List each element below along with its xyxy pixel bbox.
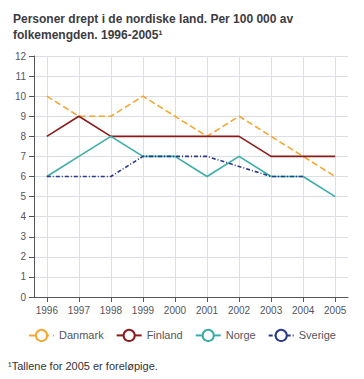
svg-text:Personer drept i de nordiske l: Personer drept i de nordiske land. Per 1… <box>13 12 293 26</box>
svg-text:folkemengden. 1996-2005¹: folkemengden. 1996-2005¹ <box>13 28 162 42</box>
svg-text:1996: 1996 <box>36 305 59 316</box>
svg-text:2004: 2004 <box>292 305 315 316</box>
svg-text:8: 8 <box>20 131 26 142</box>
svg-text:11: 11 <box>16 71 27 82</box>
svg-text:5: 5 <box>20 191 26 202</box>
svg-text:Danmark: Danmark <box>59 329 104 341</box>
svg-text:6: 6 <box>20 171 26 182</box>
svg-text:1999: 1999 <box>132 305 155 316</box>
svg-text:2001: 2001 <box>196 305 219 316</box>
svg-text:1998: 1998 <box>100 305 123 316</box>
svg-text:2: 2 <box>20 251 26 262</box>
svg-text:¹Tallene for 2005 er foreløpig: ¹Tallene for 2005 er foreløpige. <box>8 360 158 372</box>
svg-text:0: 0 <box>20 292 26 303</box>
svg-text:7: 7 <box>20 151 26 162</box>
svg-text:1997: 1997 <box>68 305 91 316</box>
svg-text:Sverige: Sverige <box>299 329 336 341</box>
svg-text:2002: 2002 <box>228 305 251 316</box>
svg-text:Norge: Norge <box>226 329 256 341</box>
svg-text:2005: 2005 <box>324 305 347 316</box>
svg-text:Finland: Finland <box>147 329 183 341</box>
svg-text:9: 9 <box>20 111 26 122</box>
svg-text:2003: 2003 <box>260 305 283 316</box>
svg-text:2000: 2000 <box>164 305 187 316</box>
svg-text:12: 12 <box>15 51 27 62</box>
svg-text:3: 3 <box>20 231 26 242</box>
svg-text:10: 10 <box>15 91 27 102</box>
svg-text:4: 4 <box>20 211 26 222</box>
svg-text:1: 1 <box>20 271 26 282</box>
